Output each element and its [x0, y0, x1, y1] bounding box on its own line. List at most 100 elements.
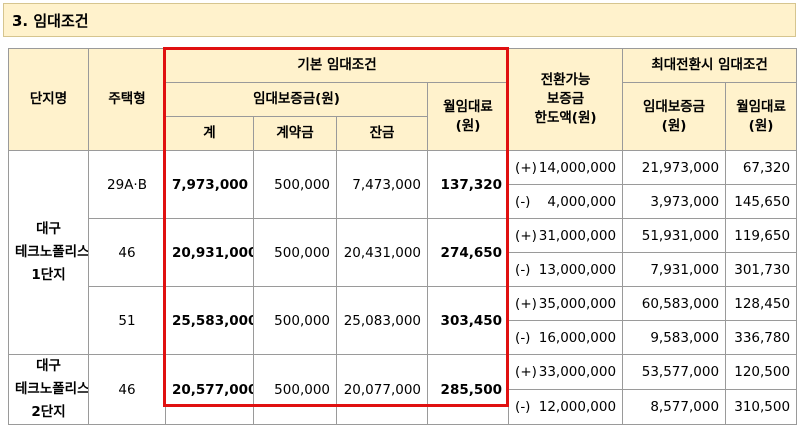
limit-text: (-) 12,000,000: [515, 399, 616, 415]
conversion-limit: (+) 31,000,000: [508, 218, 624, 253]
amount: 16,000,000: [538, 329, 617, 346]
monthly-rent: 303,450: [426, 286, 510, 355]
limit-text: (-) 16,000,000: [515, 330, 616, 346]
max-monthly: 301,730: [725, 252, 798, 287]
balance: 20,431,000: [336, 218, 428, 287]
contract-fee: 500,000: [253, 150, 337, 219]
sign: (+): [515, 364, 537, 380]
text-line: 전환가능: [540, 72, 591, 88]
max-deposit: 21,973,000: [622, 150, 727, 185]
sign: (-): [515, 193, 531, 210]
limit-text: (+) 14,000,000: [515, 160, 616, 176]
table-row: 대구 테크노폴리스 1단지 29A·B 7,973,000 500,000 7,473,00…: [8, 150, 798, 355]
amount: 31,000,000: [538, 227, 617, 244]
page: 3. 임대조건 단지명 주택형 기본 임대조건 전환가능 보증금 한도액(원) 최대전환시 …: [3, 3, 798, 425]
contract-fee: 500,000: [253, 218, 337, 287]
text-line: 테크노폴리스: [15, 244, 89, 260]
monthly-rent: 274,650: [426, 218, 510, 287]
text-line: 보증금: [546, 91, 585, 107]
balance: 25,083,000: [336, 286, 428, 355]
header-cell: 월임대료 (원): [725, 82, 798, 151]
max-monthly: 128,450: [725, 286, 798, 321]
conversion-limit: (+) 35,000,000: [508, 286, 624, 321]
header-cell: 잔금: [336, 116, 428, 151]
table-row: 46 20,931,000 500,000 20,431,000 274,650 (+) 3…: [9, 218, 798, 287]
text-line: (원): [455, 117, 481, 134]
conversion-limit: (+) 14,000,000: [508, 150, 624, 185]
text-line: (원): [661, 117, 687, 134]
header-cell: 기본 임대조건: [164, 48, 510, 83]
header-cell: 계: [165, 116, 254, 151]
sign: (-): [515, 399, 531, 415]
header-cell: 월임대료 (원): [426, 82, 510, 151]
max-monthly: 119,650: [725, 218, 798, 253]
conversion-limit: (-) 4,000,000: [508, 184, 624, 219]
sign: (+): [515, 227, 537, 244]
contract-fee: 500,000: [253, 286, 337, 355]
amount: 14,000,000: [538, 159, 617, 176]
text-line: 임대보증금: [642, 98, 706, 115]
amount: 35,000,000: [538, 295, 617, 312]
text-line: 테크노폴리스: [15, 381, 89, 397]
deposit-total: 20,577,000: [165, 354, 254, 425]
balance: 20,077,000: [336, 354, 428, 425]
amount: 4,000,000: [547, 193, 617, 210]
text-line: 1단지: [31, 267, 66, 283]
unit-type: 46: [88, 354, 166, 425]
header-cell: 단지명: [8, 48, 89, 151]
amount: 12,000,000: [538, 399, 617, 415]
text-line: 대구: [36, 221, 61, 237]
conversion-limit: (-) 12,000,000: [508, 389, 624, 425]
amount: 33,000,000: [538, 364, 617, 380]
balance: 7,473,000: [336, 150, 428, 219]
limit-text: (+) 33,000,000: [515, 364, 616, 380]
unit-type: 29A·B: [88, 150, 166, 219]
table-row: (-) 13,000,000 7,931,000 301,730: [9, 252, 798, 287]
max-monthly: 336,780: [725, 320, 798, 355]
conversion-limit: (-) 13,000,000: [508, 252, 624, 287]
unit-type: 46: [88, 218, 166, 287]
lease-table: 단지명 주택형 기본 임대조건 전환가능 보증금 한도액(원) 최대전환시 임대조건 임대보증…: [8, 48, 798, 425]
text-line: (원): [748, 117, 774, 134]
limit-text: (+) 31,000,000: [515, 228, 616, 244]
header-cell: 최대전환시 임대조건: [622, 48, 798, 83]
deposit-total: 7,973,000: [165, 150, 254, 219]
monthly-rent: 137,320: [426, 150, 510, 219]
limit-text: (-) 4,000,000: [515, 194, 616, 210]
contract-fee: 500,000: [253, 354, 337, 425]
text-line: 대구: [36, 358, 61, 374]
table-row: (-) 16,000,000 9,583,000 336,780: [9, 320, 798, 355]
text-line: 월임대료: [443, 98, 493, 115]
conversion-limit: (-) 16,000,000: [508, 320, 624, 355]
header-cell: 주택형: [88, 48, 166, 151]
max-monthly: 67,320: [725, 150, 798, 185]
sign: (-): [515, 261, 531, 278]
sign: (+): [515, 159, 537, 176]
header-cell: 계약금: [253, 116, 337, 151]
max-deposit: 51,931,000: [622, 218, 727, 253]
limit-text: (+) 35,000,000: [515, 296, 616, 312]
amount: 13,000,000: [538, 261, 617, 278]
max-monthly: 120,500: [725, 354, 798, 390]
deposit-total: 25,583,000: [165, 286, 254, 355]
table-row: 51 25,583,000 500,000 25,083,000 303,450 (+) 3…: [9, 286, 798, 355]
max-monthly: 145,650: [725, 184, 798, 219]
conversion-limit: (+) 33,000,000: [508, 354, 624, 390]
header-cell: 임대보증금(원): [165, 82, 428, 117]
max-deposit: 9,583,000: [622, 320, 727, 355]
max-deposit: 8,577,000: [622, 389, 727, 425]
sign: (+): [515, 295, 537, 312]
limit-text: (-) 13,000,000: [515, 262, 616, 278]
text-line: 한도액(원): [534, 110, 597, 126]
sign: (-): [515, 329, 531, 346]
table-row: 단지명 주택형 기본 임대조건 전환가능 보증금 한도액(원) 최대전환시 임대조건: [8, 48, 798, 151]
table-row: (-) 4,000,000 3,973,000 145,650: [9, 184, 798, 219]
max-deposit: 53,577,000: [622, 354, 727, 390]
max-deposit: 7,931,000: [622, 252, 727, 287]
max-deposit: 60,583,000: [622, 286, 727, 321]
text-line: 2단지: [31, 404, 66, 420]
